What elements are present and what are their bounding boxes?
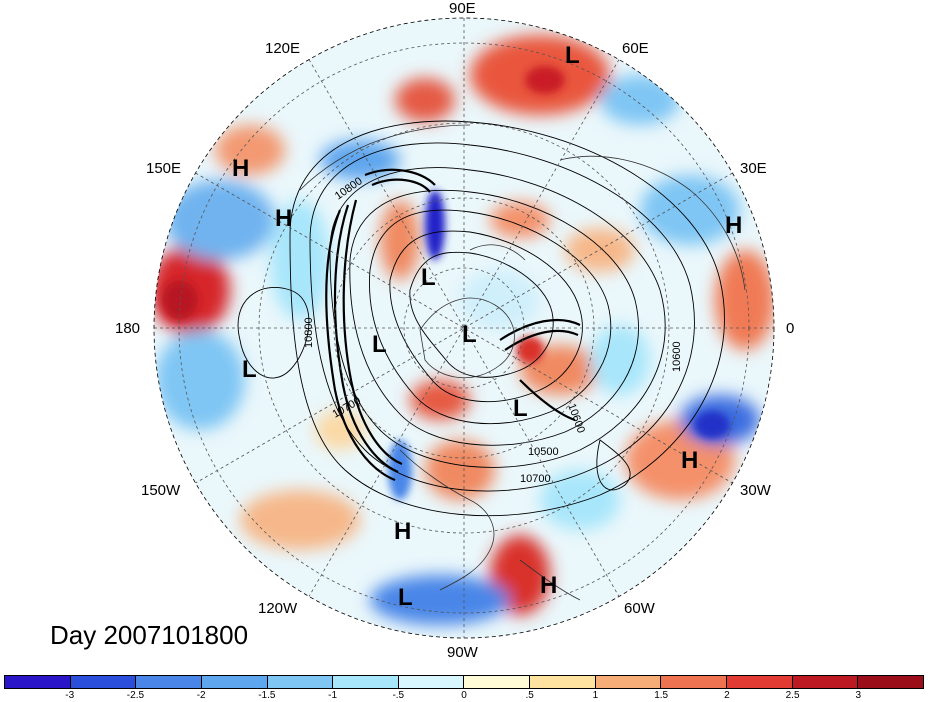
contour-label: 10800 [303,317,315,348]
contour-label: 10600 [671,341,683,372]
longitude-label-120w: 120W [258,600,298,617]
contour-label: 10700 [520,473,551,485]
anomaly-field [154,18,774,638]
color-bar-swatch [727,676,793,688]
low-center-marker: L [513,395,528,422]
longitude-label-30w: 30W [740,482,771,499]
color-bar-tick-label: 3 [855,690,862,701]
color-bar-swatch [70,676,137,688]
color-bar-swatch [792,676,859,688]
low-center-marker: L [462,321,477,348]
color-bar-tick-label: -1.5 [258,690,276,701]
longitude-label-60w: 60W [624,600,655,617]
color-bar-swatch [661,676,728,688]
high-center-marker: H [540,572,558,599]
color-bar-swatch [333,676,399,688]
longitude-label-120e: 120E [265,40,301,57]
color-bar-swatch [201,676,268,688]
color-bar-tick-label: -3 [65,690,75,701]
longitude-label-90w: 90W [447,644,478,661]
map-boundary [153,17,775,639]
color-bar-tick-label: -2 [196,690,206,701]
longitude-label-30e: 30E [740,160,767,177]
longitude-label-180: 180 [115,320,141,337]
high-center-marker: H [394,518,412,545]
color-bar-tick-label: -1 [328,690,338,701]
longitude-label-0: 0 [786,320,795,337]
color-bar-tick-label: 1 [592,690,599,701]
longitude-label-90e: 90E [449,0,476,17]
color-bar-swatch [858,676,923,688]
contour-labels: 10800 10800 10700 10600 10600 10500 1070… [303,175,683,485]
color-bar [4,675,924,689]
low-center-marker: L [565,42,580,69]
color-bar-swatch [595,676,662,688]
color-bar-tick-label: 1.5 [654,690,669,701]
low-center-marker: L [421,264,436,291]
color-bar-swatch [267,676,334,688]
low-center-marker: L [398,584,413,611]
color-bar-swatch [464,676,531,688]
color-bar-swatch [5,676,71,688]
color-bar-swatch [398,676,465,688]
color-bar-tick-label: 2 [724,690,730,701]
longitude-label-150w: 150W [141,482,181,499]
high-center-marker: H [725,212,743,239]
color-bar-tick-label: 2.5 [785,690,800,701]
longitude-label-60e: 60E [622,40,649,57]
color-bar-tick-label: .5 [525,690,534,701]
color-bar-tick-label: 0 [461,690,467,701]
low-center-marker: L [242,356,257,383]
contour-label: 10500 [528,446,559,458]
color-bar-tick-label: -2.5 [126,690,145,701]
high-center-marker: H [681,447,699,474]
color-bar-swatch [530,676,596,688]
high-center-marker: H [275,205,293,232]
day-title: Day 2007101800 [50,620,249,650]
high-center-marker: H [232,155,250,182]
color-bar-tick-label: -.5 [392,690,405,701]
longitude-label-150e: 150E [146,160,182,177]
color-bar-swatch [136,676,202,688]
low-center-marker: L [372,331,387,358]
